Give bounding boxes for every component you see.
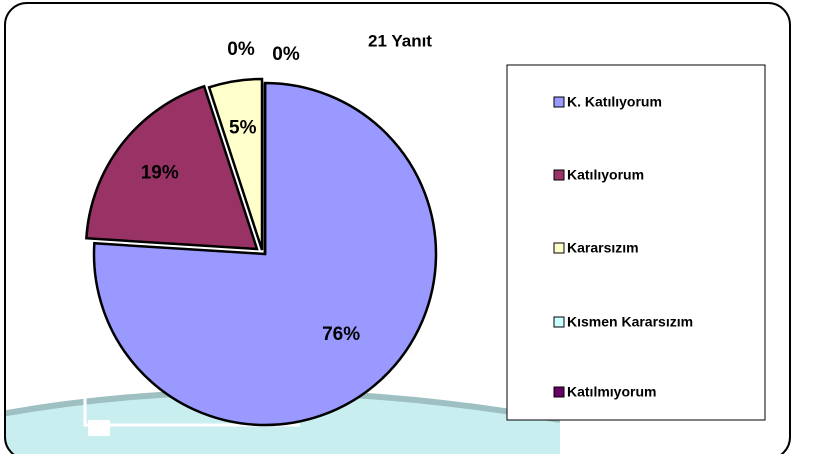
pie-slice [207,77,264,251]
pie [85,77,438,427]
legend-swatch [553,386,565,398]
legend-swatch [553,96,565,108]
data-label: 0% [227,39,255,60]
chart-frame [4,2,791,454]
legend-label: Katılıyorum [567,167,644,183]
legend-label: K. Katılıyorum [567,94,662,110]
legend-swatch [553,242,565,254]
pie-slice [92,81,438,427]
legend-swatch [553,169,565,181]
data-label: 0% [272,44,300,65]
legend-swatch [553,316,565,328]
legend-label: Kısmen Kararsızım [567,314,693,330]
data-label: 76% [322,324,360,345]
data-label: 5% [229,117,257,138]
legend: K. Katılıyorum Katılıyorum Kararsızım Kısme… [553,94,693,400]
legend-label: Katılmıyorum [567,384,656,400]
legend-box [506,64,766,421]
data-label: 19% [141,163,179,184]
legend-label: Kararsızım [567,240,639,256]
chart-title: 21 Yanıt [368,31,432,50]
pie-slice [85,84,259,251]
